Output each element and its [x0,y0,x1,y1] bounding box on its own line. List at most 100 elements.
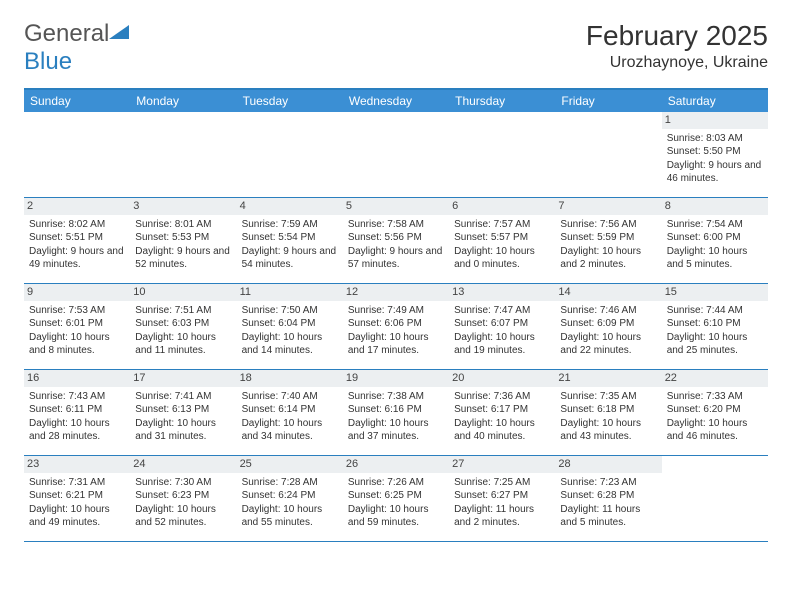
sunset-text: Sunset: 5:57 PM [454,231,550,245]
weekday-header-row: SundayMondayTuesdayWednesdayThursdayFrid… [24,90,768,112]
day-details: Sunrise: 7:49 AMSunset: 6:06 PMDaylight:… [348,304,444,358]
week-row: 16Sunrise: 7:43 AMSunset: 6:11 PMDayligh… [24,370,768,456]
sunset-text: Sunset: 5:56 PM [348,231,444,245]
day-cell [343,112,449,197]
day-number: 15 [662,284,768,301]
sunset-text: Sunset: 6:00 PM [667,231,763,245]
day-details: Sunrise: 7:36 AMSunset: 6:17 PMDaylight:… [454,390,550,444]
day-cell: 14Sunrise: 7:46 AMSunset: 6:09 PMDayligh… [555,284,661,369]
sunrise-text: Sunrise: 7:59 AM [242,218,338,232]
sunrise-text: Sunrise: 7:58 AM [348,218,444,232]
sunrise-text: Sunrise: 7:54 AM [667,218,763,232]
daylight-text: Daylight: 11 hours and 5 minutes. [560,503,656,530]
day-details: Sunrise: 7:59 AMSunset: 5:54 PMDaylight:… [242,218,338,272]
sunrise-text: Sunrise: 7:26 AM [348,476,444,490]
day-number: 14 [555,284,661,301]
sunset-text: Sunset: 5:54 PM [242,231,338,245]
weekday-header: Tuesday [237,90,343,112]
day-number: 1 [662,112,768,129]
daylight-text: Daylight: 10 hours and 28 minutes. [29,417,125,444]
day-number: 23 [24,456,130,473]
daylight-text: Daylight: 10 hours and 31 minutes. [135,417,231,444]
sunrise-text: Sunrise: 7:47 AM [454,304,550,318]
day-number: 20 [449,370,555,387]
day-cell: 24Sunrise: 7:30 AMSunset: 6:23 PMDayligh… [130,456,236,541]
day-cell: 5Sunrise: 7:58 AMSunset: 5:56 PMDaylight… [343,198,449,283]
daylight-text: Daylight: 10 hours and 55 minutes. [242,503,338,530]
sunset-text: Sunset: 6:14 PM [242,403,338,417]
daylight-text: Daylight: 10 hours and 25 minutes. [667,331,763,358]
day-number [555,112,661,129]
day-number: 21 [555,370,661,387]
sunrise-text: Sunrise: 8:01 AM [135,218,231,232]
day-cell: 18Sunrise: 7:40 AMSunset: 6:14 PMDayligh… [237,370,343,455]
day-details: Sunrise: 7:41 AMSunset: 6:13 PMDaylight:… [135,390,231,444]
sunrise-text: Sunrise: 7:31 AM [29,476,125,490]
sunrise-text: Sunrise: 7:40 AM [242,390,338,404]
day-number: 10 [130,284,236,301]
day-cell: 22Sunrise: 7:33 AMSunset: 6:20 PMDayligh… [662,370,768,455]
daylight-text: Daylight: 9 hours and 52 minutes. [135,245,231,272]
day-cell: 2 Sunrise: 8:02 AMSunset: 5:51 PMDaylight… [24,198,130,283]
day-cell [555,112,661,197]
logo: General Blue [24,20,129,76]
day-number [237,112,343,129]
day-cell: 6Sunrise: 7:57 AMSunset: 5:57 PMDaylight… [449,198,555,283]
day-details: Sunrise: 8:02 AMSunset: 5:51 PMDaylight:… [29,218,125,272]
weekday-header: Sunday [24,90,130,112]
day-details: Sunrise: 8:01 AMSunset: 5:53 PMDaylight:… [135,218,231,272]
weeks-container: 1 Sunrise: 8:03 AMSunset: 5:50 PMDaylight… [24,112,768,542]
daylight-text: Daylight: 10 hours and 46 minutes. [667,417,763,444]
day-details: Sunrise: 7:53 AMSunset: 6:01 PMDaylight:… [29,304,125,358]
day-number: 2 [24,198,130,215]
sunset-text: Sunset: 6:18 PM [560,403,656,417]
day-details: Sunrise: 7:47 AMSunset: 6:07 PMDaylight:… [454,304,550,358]
day-cell: 26Sunrise: 7:26 AMSunset: 6:25 PMDayligh… [343,456,449,541]
daylight-text: Daylight: 10 hours and 17 minutes. [348,331,444,358]
sunset-text: Sunset: 6:13 PM [135,403,231,417]
sunrise-text: Sunrise: 7:41 AM [135,390,231,404]
sunset-text: Sunset: 6:27 PM [454,489,550,503]
day-details: Sunrise: 7:26 AMSunset: 6:25 PMDaylight:… [348,476,444,530]
day-cell: 20 Sunrise: 7:36 AMSunset: 6:17 PMDayligh… [449,370,555,455]
week-row: 2 Sunrise: 8:02 AMSunset: 5:51 PMDaylight… [24,198,768,284]
day-cell: 10Sunrise: 7:51 AMSunset: 6:03 PMDayligh… [130,284,236,369]
day-number: 18 [237,370,343,387]
week-row: 1 Sunrise: 8:03 AMSunset: 5:50 PMDaylight… [24,112,768,198]
sunset-text: Sunset: 5:53 PM [135,231,231,245]
day-cell: 16Sunrise: 7:43 AMSunset: 6:11 PMDayligh… [24,370,130,455]
day-cell: 19Sunrise: 7:38 AMSunset: 6:16 PMDayligh… [343,370,449,455]
day-details: Sunrise: 7:28 AMSunset: 6:24 PMDaylight:… [242,476,338,530]
day-cell: 21 Sunrise: 7:35 AMSunset: 6:18 PMDayligh… [555,370,661,455]
logo-triangle-icon [109,23,129,41]
day-number: 27 [449,456,555,473]
sunset-text: Sunset: 6:06 PM [348,317,444,331]
day-number: 3 [130,198,236,215]
weekday-header: Saturday [662,90,768,112]
day-number: 4 [237,198,343,215]
sunrise-text: Sunrise: 7:33 AM [667,390,763,404]
sunset-text: Sunset: 6:17 PM [454,403,550,417]
sunset-text: Sunset: 6:16 PM [348,403,444,417]
day-number: 17 [130,370,236,387]
sunset-text: Sunset: 6:23 PM [135,489,231,503]
day-cell: 1 Sunrise: 8:03 AMSunset: 5:50 PMDaylight… [662,112,768,197]
day-number: 7 [555,198,661,215]
day-number [343,112,449,129]
day-number: 8 [662,198,768,215]
day-cell: 15Sunrise: 7:44 AMSunset: 6:10 PMDayligh… [662,284,768,369]
daylight-text: Daylight: 10 hours and 43 minutes. [560,417,656,444]
daylight-text: Daylight: 10 hours and 40 minutes. [454,417,550,444]
day-cell: 13 Sunrise: 7:47 AMSunset: 6:07 PMDayligh… [449,284,555,369]
day-number: 13 [449,284,555,301]
day-details: Sunrise: 8:03 AMSunset: 5:50 PMDaylight:… [667,132,763,186]
day-cell [662,456,768,541]
sunrise-text: Sunrise: 7:35 AM [560,390,656,404]
day-number: 16 [24,370,130,387]
sunrise-text: Sunrise: 8:02 AM [29,218,125,232]
sunset-text: Sunset: 6:21 PM [29,489,125,503]
sunrise-text: Sunrise: 7:46 AM [560,304,656,318]
calendar: SundayMondayTuesdayWednesdayThursdayFrid… [24,88,768,542]
sunset-text: Sunset: 6:20 PM [667,403,763,417]
day-cell: 23Sunrise: 7:31 AMSunset: 6:21 PMDayligh… [24,456,130,541]
